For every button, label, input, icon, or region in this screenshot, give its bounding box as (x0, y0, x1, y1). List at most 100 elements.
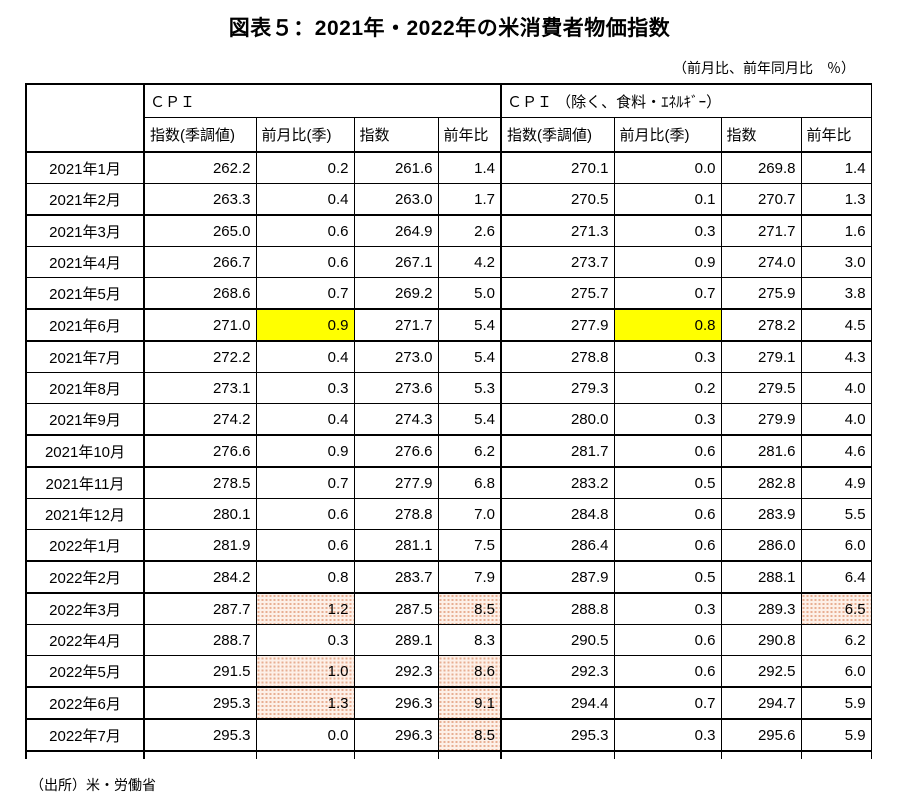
value-cell: 7.5 (437, 529, 502, 562)
grid-tick (353, 750, 439, 759)
units-note: （前月比、前年同月比 ％） (673, 60, 855, 76)
value-cell: 4.0 (800, 403, 872, 436)
row-month: 2022年3月 (25, 592, 145, 625)
value-cell: 288.7 (143, 624, 257, 656)
row-month: 2021年8月 (25, 372, 145, 404)
row-month: 2021年2月 (25, 183, 145, 216)
value-cell: 280.1 (143, 498, 257, 530)
value-cell: 284.8 (500, 498, 615, 530)
value-cell: 0.5 (613, 560, 722, 594)
value-cell: 270.7 (720, 183, 802, 216)
value-cell: 5.4 (437, 308, 502, 342)
table-row: 2021年7月 272.2 0.4 273.0 5.4 278.8 0.3 279.1 4.3 (25, 340, 872, 373)
value-cell: 278.8 (353, 498, 439, 530)
value-cell: 5.9 (800, 718, 872, 752)
value-cell: 1.3 (800, 183, 872, 216)
value-cell: 0.9 (613, 246, 722, 278)
table-row: 2022年2月 284.2 0.8 283.7 7.9 287.9 0.5 288.1 6.4 (25, 560, 872, 594)
value-cell: 274.3 (353, 403, 439, 436)
value-cell: 281.1 (353, 529, 439, 562)
row-month: 2021年6月 (25, 308, 145, 342)
value-cell: 277.9 (353, 466, 439, 499)
value-cell: 0.3 (255, 624, 355, 656)
value-cell: 263.0 (353, 183, 439, 216)
value-cell: 6.5 (800, 592, 872, 625)
row-month: 2021年3月 (25, 214, 145, 247)
row-month: 2022年7月 (25, 718, 145, 752)
value-cell: 283.2 (500, 466, 615, 499)
value-cell: 8.3 (437, 624, 502, 656)
value-cell: 0.6 (255, 214, 355, 247)
value-cell: 288.1 (720, 560, 802, 594)
table-row: 2021年10月 276.6 0.9 276.6 6.2 281.7 0.6 281.6 4.6 (25, 434, 872, 468)
value-cell: 0.7 (613, 277, 722, 310)
value-cell: 279.9 (720, 403, 802, 436)
sub-header-row: 指数(季調値) 前月比(季) 指数 前年比 指数(季調値) 前月比(季) 指数 … (26, 117, 872, 153)
value-cell: 7.9 (437, 560, 502, 594)
table-row: 2021年1月 262.2 0.2 261.6 1.4 270.1 0.0 269.8 1.4 (25, 151, 872, 184)
value-cell: 270.1 (500, 151, 615, 184)
table-row: 2021年3月 265.0 0.6 264.9 2.6 271.3 0.3 271.7 1.6 (25, 214, 872, 247)
value-cell: 0.6 (613, 624, 722, 656)
value-cell: 278.8 (500, 340, 615, 373)
row-month: 2022年1月 (25, 529, 145, 562)
value-cell: 0.6 (255, 498, 355, 530)
value-cell: 0.6 (613, 498, 722, 530)
value-cell: 271.7 (720, 214, 802, 247)
value-cell: 4.2 (437, 246, 502, 278)
col-header-index-sa-core: 指数(季調値) (500, 117, 615, 153)
table-row: 2022年5月 291.5 1.0 292.3 8.6 292.3 0.6 292.5 6.0 (25, 655, 872, 688)
row-month: 2021年7月 (25, 340, 145, 373)
value-cell: 4.3 (800, 340, 872, 373)
value-cell: 1.2 (255, 592, 355, 625)
value-cell: 280.0 (500, 403, 615, 436)
value-cell: 6.2 (800, 624, 872, 656)
value-cell: 287.5 (353, 592, 439, 625)
value-cell: 294.7 (720, 686, 802, 720)
value-cell: 272.2 (143, 340, 257, 373)
value-cell: 4.0 (800, 372, 872, 404)
value-cell: 287.7 (143, 592, 257, 625)
value-cell: 5.9 (800, 686, 872, 720)
value-cell: 6.0 (800, 529, 872, 562)
value-cell: 0.3 (255, 372, 355, 404)
value-cell: 295.3 (143, 686, 257, 720)
col-header-mom-core: 前月比(季) (613, 117, 722, 153)
value-cell: 284.2 (143, 560, 257, 594)
row-month: 2021年12月 (25, 498, 145, 530)
value-cell: 4.6 (800, 434, 872, 468)
grid-tick (437, 750, 502, 759)
corner-cell (25, 83, 145, 153)
table-row: 2021年11月 278.5 0.7 277.9 6.8 283.2 0.5 282.8 4.9 (25, 466, 872, 499)
value-cell: 0.6 (613, 434, 722, 468)
group-header-cpi: ＣＰＩ (142, 83, 502, 118)
value-cell: 266.7 (143, 246, 257, 278)
value-cell: 261.6 (353, 151, 439, 184)
grid-tick (613, 750, 722, 759)
value-cell: 6.2 (437, 434, 502, 468)
value-cell: 0.7 (255, 466, 355, 499)
col-header-index-sa: 指数(季調値) (143, 117, 257, 153)
cpi-table: ＣＰＩ ＣＰＩ （除く、食料・ｴﾈﾙｷﾞｰ） 指数(季調値) 前月比(季) 指数… (25, 83, 872, 759)
value-cell: 0.4 (255, 403, 355, 436)
table-row: 2022年1月 281.9 0.6 281.1 7.5 286.4 0.6 286.0 6.0 (25, 529, 872, 562)
value-cell: 0.0 (255, 718, 355, 752)
value-cell: 295.3 (143, 718, 257, 752)
value-cell: 5.3 (437, 372, 502, 404)
value-cell: 275.7 (500, 277, 615, 310)
row-month: 2022年4月 (25, 624, 145, 656)
row-month: 2021年5月 (25, 277, 145, 310)
value-cell: 273.1 (143, 372, 257, 404)
value-cell: 0.8 (613, 308, 722, 342)
table-row: 2021年5月 268.6 0.7 269.2 5.0 275.7 0.7 275.9 3.8 (25, 277, 872, 310)
value-cell: 264.9 (353, 214, 439, 247)
value-cell: 0.2 (613, 372, 722, 404)
grid-tick (25, 750, 145, 759)
value-cell: 273.0 (353, 340, 439, 373)
value-cell: 0.3 (613, 718, 722, 752)
table-row: 2021年12月 280.1 0.6 278.8 7.0 284.8 0.6 283.9 5.5 (25, 498, 872, 530)
value-cell: 0.2 (255, 151, 355, 184)
value-cell: 1.0 (255, 655, 355, 688)
value-cell: 263.3 (143, 183, 257, 216)
